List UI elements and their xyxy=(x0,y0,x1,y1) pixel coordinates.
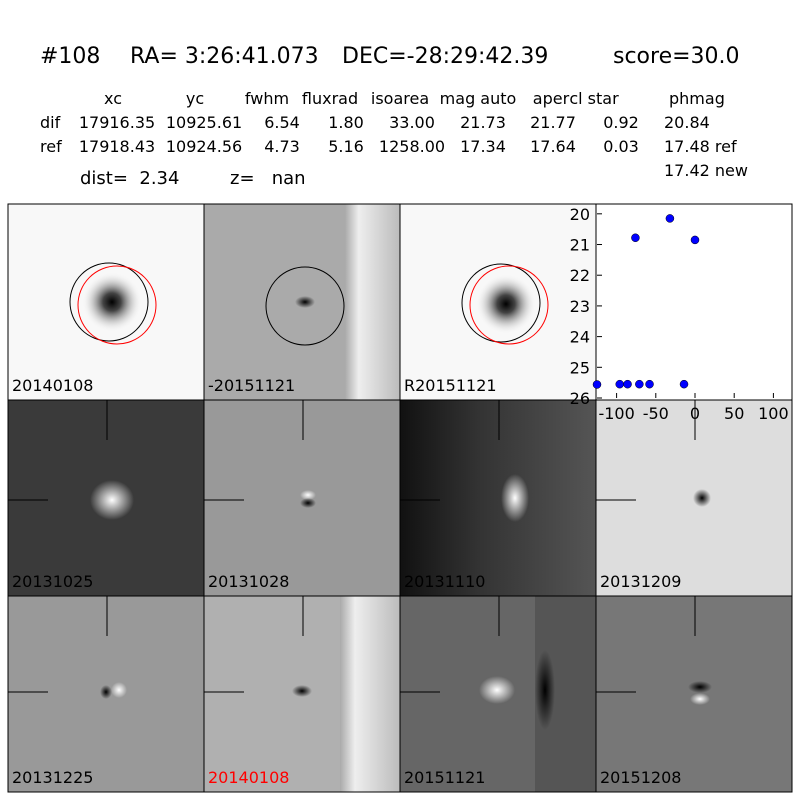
cell: 0.92 xyxy=(603,113,639,132)
source xyxy=(535,650,555,730)
column-header: fwhm xyxy=(245,89,289,108)
cell: 1.80 xyxy=(328,113,364,132)
panel-grid xyxy=(7,203,793,793)
x-tick-label: 100 xyxy=(758,404,789,423)
cell: 0.03 xyxy=(603,137,639,156)
y-tick-label: 24 xyxy=(570,328,590,347)
source xyxy=(690,693,710,705)
column-header: aper xyxy=(533,89,570,108)
image-edge xyxy=(340,596,400,792)
cell: 5.16 xyxy=(328,137,364,156)
panel-label: 20140108 xyxy=(208,768,289,787)
source xyxy=(476,274,536,334)
ra: RA= 3:26:41.073 xyxy=(130,44,319,69)
candidate-id: #108 xyxy=(40,44,100,69)
y-tick-label: 21 xyxy=(570,236,590,255)
source xyxy=(300,498,316,508)
cell: 17.48 ref xyxy=(664,137,737,156)
point xyxy=(631,233,640,243)
panel-label: 20131028 xyxy=(208,572,289,591)
table-extra: 17.42 new xyxy=(664,161,748,180)
source xyxy=(82,272,142,332)
column-header: yc xyxy=(186,89,204,108)
row-label: dif xyxy=(40,113,61,132)
column-header: phmag xyxy=(669,89,725,108)
column-header: mag auto xyxy=(440,89,517,108)
panel-label: 20140108 xyxy=(12,376,93,395)
column-header: fluxrad xyxy=(302,89,358,108)
source xyxy=(479,676,515,704)
point xyxy=(615,379,624,389)
panel-label: 20131110 xyxy=(404,572,485,591)
cell: 20.84 xyxy=(664,113,710,132)
image xyxy=(400,400,596,596)
source xyxy=(90,480,134,520)
source xyxy=(300,490,316,500)
panel-label: R20151121 xyxy=(404,376,497,395)
column-header: cl star xyxy=(569,89,619,108)
cell: 21.73 xyxy=(460,113,506,132)
point xyxy=(592,380,602,389)
point xyxy=(635,379,644,389)
cell: 4.73 xyxy=(264,137,300,156)
panel-label: 20131225 xyxy=(12,768,93,787)
panel-label: 20131025 xyxy=(12,572,93,591)
crosshairs xyxy=(8,400,696,693)
y-tick-label: 26 xyxy=(570,389,590,408)
panel-borders xyxy=(7,203,793,793)
image-edge xyxy=(345,204,400,400)
cell: 10925.61 xyxy=(166,113,242,132)
cell: 10924.56 xyxy=(166,137,242,156)
panel-label: 20151121 xyxy=(404,768,485,787)
panel-label: -20151121 xyxy=(208,376,295,395)
source xyxy=(292,685,312,697)
cell: 17916.35 xyxy=(79,113,155,132)
score: score=30.0 xyxy=(613,44,740,69)
x-tick-label: -100 xyxy=(598,404,634,423)
row-label: ref xyxy=(40,137,62,156)
circle xyxy=(469,265,549,345)
source xyxy=(693,489,711,507)
x-tick-label: 0 xyxy=(690,404,700,423)
circle xyxy=(265,266,345,346)
cell: 1258.00 xyxy=(379,137,445,156)
cell: 17918.43 xyxy=(79,137,155,156)
point xyxy=(665,214,675,223)
source xyxy=(688,681,712,693)
z: z= nan xyxy=(230,168,306,189)
cell: 21.77 xyxy=(530,113,576,132)
column-header: isoarea xyxy=(371,89,429,108)
panel-label: 20151208 xyxy=(600,768,681,787)
source xyxy=(501,474,529,522)
dist: dist= 2.34 xyxy=(80,168,179,189)
circle xyxy=(461,263,541,343)
point xyxy=(623,379,632,389)
x-tick-label: 50 xyxy=(724,404,744,423)
x-tick-label: -50 xyxy=(643,404,669,423)
cell: 6.54 xyxy=(264,113,300,132)
panel-label: 20131209 xyxy=(600,572,681,591)
y-tick-label: 25 xyxy=(570,358,590,377)
cell: 33.00 xyxy=(389,113,435,132)
circle xyxy=(69,262,149,342)
y-tick-label: 20 xyxy=(570,205,590,224)
point xyxy=(679,379,689,389)
image xyxy=(596,596,792,792)
y-tick-label: 22 xyxy=(570,266,590,285)
source xyxy=(111,682,127,698)
source xyxy=(100,685,112,699)
source xyxy=(295,296,315,308)
plot-area xyxy=(596,204,792,400)
point xyxy=(645,379,654,389)
column-header: xc xyxy=(104,89,122,108)
dec: DEC=-28:29:42.39 xyxy=(342,44,548,69)
y-tick-label: 23 xyxy=(570,297,590,316)
cell: 17.34 xyxy=(460,137,506,156)
point xyxy=(690,235,700,245)
cell: 17.64 xyxy=(530,137,576,156)
circle xyxy=(77,265,157,345)
